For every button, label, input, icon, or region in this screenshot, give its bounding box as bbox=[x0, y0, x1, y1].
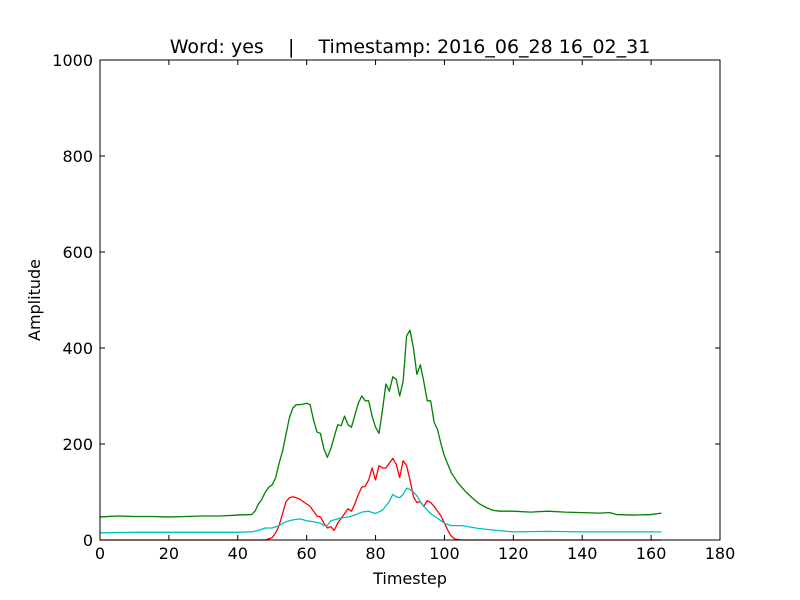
series-line-3 bbox=[99, 487, 662, 534]
plot-frame bbox=[99, 59, 721, 541]
x-tick-label: 180 bbox=[705, 544, 736, 563]
x-tick-label: 0 bbox=[95, 544, 105, 563]
x-tick-label: 80 bbox=[365, 544, 385, 563]
axis-ticks: 0 20 40 60 80 100 120 140 160 180 0 200 400 600 800 100… bbox=[52, 51, 735, 563]
series-line-2 bbox=[100, 457, 662, 541]
x-tick-label: 40 bbox=[228, 544, 248, 563]
plot-area bbox=[99, 329, 662, 541]
x-axis-label: Timestep bbox=[372, 569, 447, 588]
x-tick-label: 20 bbox=[159, 544, 179, 563]
x-tick-label: 60 bbox=[296, 544, 316, 563]
y-tick-label: 800 bbox=[62, 147, 93, 166]
y-tick-label: 1000 bbox=[52, 51, 93, 70]
chart-title: Word: yes | Timestamp: 2016_06_28 16_02_… bbox=[170, 36, 651, 58]
x-tick-label: 140 bbox=[567, 544, 598, 563]
x-tick-label: 160 bbox=[636, 544, 667, 563]
series-line-1 bbox=[99, 329, 662, 518]
y-tick-label: 200 bbox=[62, 435, 93, 454]
y-tick-label: 0 bbox=[83, 531, 93, 550]
y-tick-label: 600 bbox=[62, 243, 93, 262]
y-axis-label: Amplitude bbox=[25, 259, 44, 341]
y-tick-label: 400 bbox=[62, 339, 93, 358]
x-tick-label: 120 bbox=[498, 544, 529, 563]
x-tick-label: 100 bbox=[429, 544, 460, 563]
